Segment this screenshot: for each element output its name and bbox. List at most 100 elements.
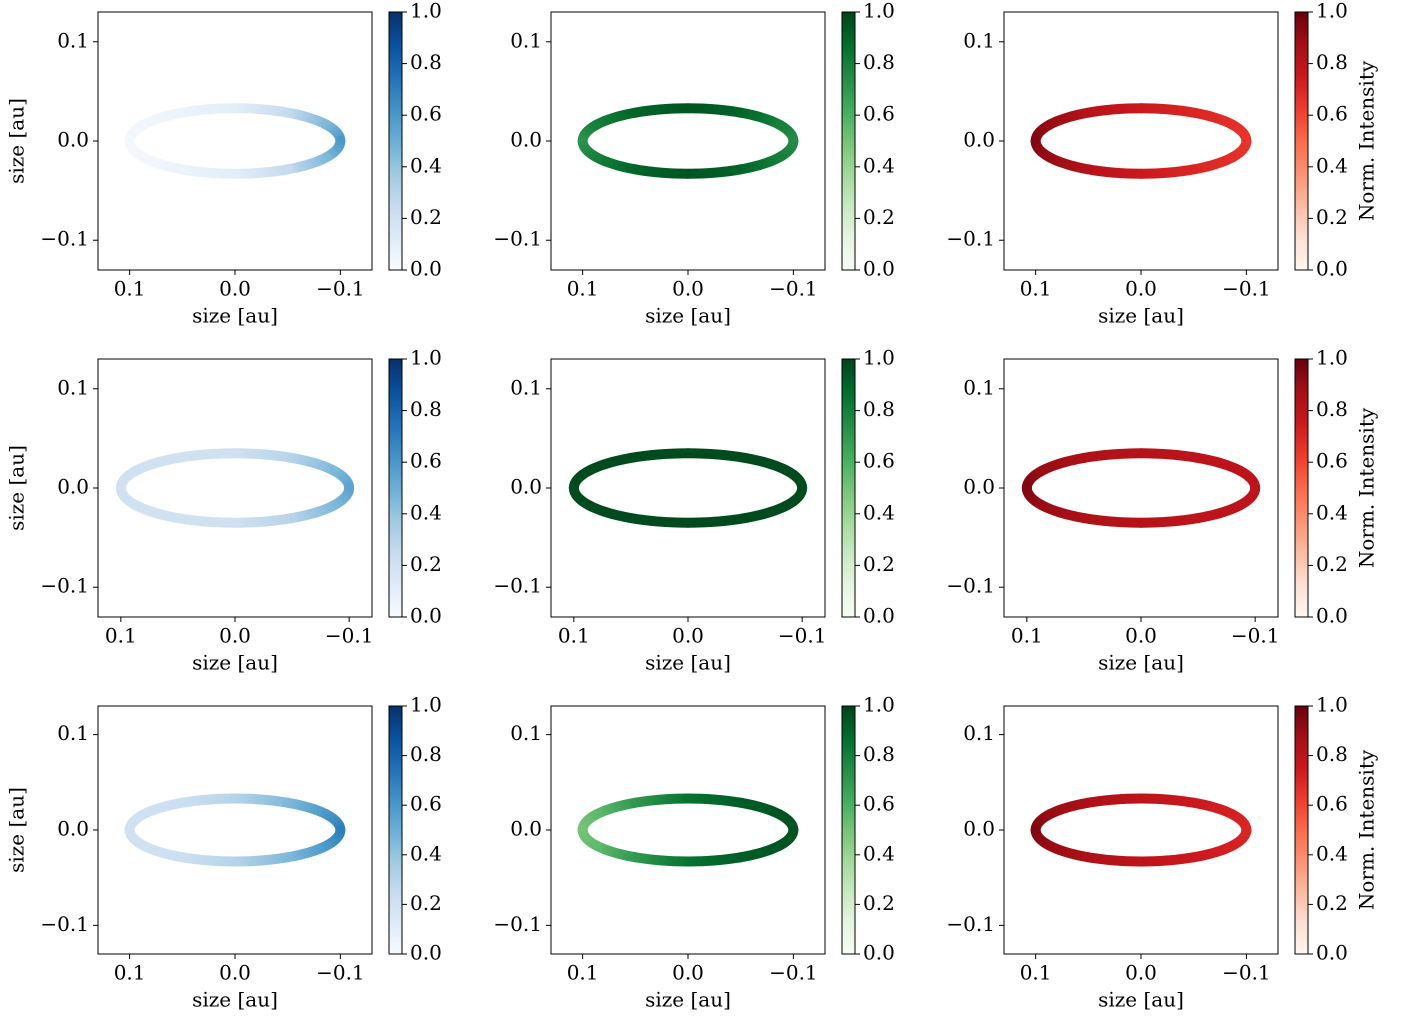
colorbar-tick-label: 1.0 bbox=[1316, 0, 1348, 23]
colorbar-tick-label: 0.4 bbox=[863, 841, 895, 865]
colorbar-tick-label: 1.0 bbox=[863, 346, 895, 370]
colorbar-tick-label: 0.8 bbox=[863, 397, 895, 421]
ring-segment bbox=[584, 452, 636, 476]
y-tick-label: −0.1 bbox=[40, 912, 89, 936]
ring-segment bbox=[1136, 793, 1199, 808]
axes-frame bbox=[550, 358, 826, 618]
colorbar-tick-label: 0.2 bbox=[410, 552, 442, 576]
colorbar-tick-label: 0.4 bbox=[410, 500, 442, 524]
x-axis-label: size [au] bbox=[192, 304, 278, 328]
colorbar-label: Norm. Intensity bbox=[1355, 749, 1379, 910]
ring-segment bbox=[683, 103, 746, 118]
colorbar-tick-label: 0.8 bbox=[410, 742, 442, 766]
ring-segment bbox=[124, 825, 149, 851]
y-tick-label: −0.1 bbox=[493, 912, 542, 936]
ring-segment bbox=[131, 500, 183, 524]
y-tick-label: 0.1 bbox=[57, 721, 89, 745]
y-tick-label: 0.1 bbox=[510, 721, 542, 745]
x-axis-label: size [au] bbox=[192, 651, 278, 675]
x-axis-label: size [au] bbox=[1098, 988, 1184, 1012]
x-tick-label: 0.0 bbox=[672, 961, 704, 985]
x-tick-label: 0.1 bbox=[1020, 961, 1052, 985]
y-tick-label: −0.1 bbox=[493, 227, 542, 251]
ring-segment bbox=[1188, 152, 1238, 175]
ring-segment bbox=[1234, 483, 1261, 511]
colorbar-tick-label: 1.0 bbox=[1316, 346, 1348, 370]
ring-segment bbox=[1188, 107, 1238, 130]
colorbar-tick-label: 1.0 bbox=[410, 346, 442, 370]
x-tick-label: 0.1 bbox=[105, 624, 137, 648]
colorbar-tick-label: 0.4 bbox=[863, 153, 895, 177]
colorbar-tick-label: 0.0 bbox=[863, 604, 895, 628]
x-tick-label: 0.0 bbox=[219, 624, 251, 648]
colorbar bbox=[841, 705, 856, 955]
colorbar-tick-label: 0.8 bbox=[863, 50, 895, 74]
ring-segment bbox=[115, 483, 142, 511]
colorbar-tick-label: 0.0 bbox=[863, 941, 895, 965]
ring-segment bbox=[1136, 448, 1204, 463]
ring-segment bbox=[1030, 136, 1055, 163]
ring-segment bbox=[568, 483, 595, 511]
x-tick-label: 0.0 bbox=[219, 961, 251, 985]
x-axis-label: size [au] bbox=[645, 988, 731, 1012]
ring-segment bbox=[1136, 164, 1199, 179]
y-tick-label: 0.0 bbox=[963, 475, 995, 499]
axes-frame bbox=[97, 705, 373, 955]
ring-segment bbox=[1044, 107, 1094, 130]
colorbar bbox=[388, 11, 403, 271]
ring-segment bbox=[1037, 452, 1089, 476]
ring-segment bbox=[177, 852, 240, 867]
ring-segment bbox=[282, 840, 332, 863]
x-tick-label: 0.1 bbox=[1020, 277, 1052, 301]
x-tick-label: 0.0 bbox=[1125, 961, 1157, 985]
colorbar bbox=[841, 11, 856, 271]
ring-segment bbox=[1136, 852, 1199, 867]
colorbar-tick-label: 1.0 bbox=[863, 0, 895, 23]
ring-segment bbox=[177, 164, 240, 179]
y-tick-label: 0.0 bbox=[963, 128, 995, 152]
ring-segment bbox=[172, 513, 240, 528]
ring-segment bbox=[230, 513, 298, 528]
x-tick-label: −0.1 bbox=[1222, 277, 1271, 301]
colorbar bbox=[1294, 11, 1309, 271]
ring-segment bbox=[735, 797, 785, 820]
colorbar-tick-label: 0.8 bbox=[410, 397, 442, 421]
colorbar-tick-label: 0.2 bbox=[1316, 552, 1348, 576]
colorbar-tick-label: 0.8 bbox=[1316, 50, 1348, 74]
axes-frame bbox=[1003, 11, 1279, 271]
y-axis-label: size [au] bbox=[5, 445, 29, 531]
ring-segment bbox=[1037, 500, 1089, 524]
ring-segment bbox=[1193, 452, 1245, 476]
axes-frame bbox=[1003, 358, 1279, 618]
x-tick-label: 0.1 bbox=[1011, 624, 1043, 648]
ring-segment bbox=[591, 797, 641, 820]
x-tick-label: 0.0 bbox=[1125, 277, 1157, 301]
ring-segment bbox=[584, 500, 636, 524]
ring-segment bbox=[1136, 103, 1199, 118]
ring-segment bbox=[138, 152, 188, 175]
y-tick-label: 0.1 bbox=[57, 28, 89, 52]
ring-segment bbox=[124, 136, 149, 163]
ring-segment bbox=[683, 852, 746, 867]
ring-segment bbox=[683, 793, 746, 808]
ring-segment bbox=[630, 852, 693, 867]
x-tick-label: −0.1 bbox=[769, 961, 818, 985]
ring-segment bbox=[1083, 793, 1146, 808]
x-tick-label: −0.1 bbox=[325, 624, 374, 648]
x-tick-label: −0.1 bbox=[316, 961, 365, 985]
y-tick-label: 0.0 bbox=[510, 817, 542, 841]
colorbar-tick-label: 0.0 bbox=[1316, 604, 1348, 628]
x-tick-label: −0.1 bbox=[1222, 961, 1271, 985]
x-tick-label: −0.1 bbox=[778, 624, 827, 648]
colorbar-tick-label: 0.4 bbox=[1316, 153, 1348, 177]
y-tick-label: −0.1 bbox=[946, 912, 995, 936]
ring-segment bbox=[683, 164, 746, 179]
ring-segment bbox=[177, 793, 240, 808]
colorbar-tick-label: 0.4 bbox=[863, 500, 895, 524]
y-tick-label: 0.1 bbox=[510, 375, 542, 399]
ring-segment bbox=[630, 164, 693, 179]
ring-segment bbox=[1044, 840, 1094, 863]
y-tick-label: 0.1 bbox=[510, 28, 542, 52]
ring-segment bbox=[577, 825, 602, 851]
x-tick-label: 0.1 bbox=[558, 624, 590, 648]
